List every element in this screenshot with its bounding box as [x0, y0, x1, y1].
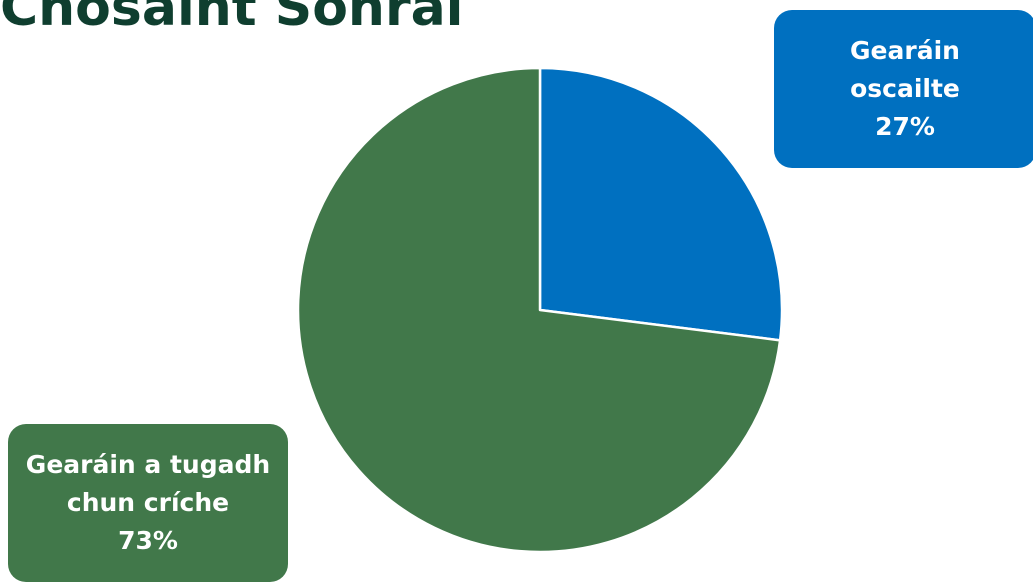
data-label-value: 73% — [118, 526, 178, 555]
data-label-gearain-a-tugadh-chun-criche: Gearáin a tugadh chun críche 73% — [8, 424, 288, 582]
data-label-value: 27% — [875, 112, 935, 141]
data-label-line: chun críche — [66, 488, 230, 517]
pie-slice-gearain-a-tugadh-chun-criche — [296, 66, 782, 554]
data-label-line: Gearáin a tugadh — [25, 450, 271, 479]
chart-title: Chosaint Sonraí — [0, 0, 464, 38]
pie-slice-gearain-oscailte — [538, 66, 784, 342]
data-label-line: Gearáin — [850, 36, 960, 65]
data-label-line: oscailte — [850, 74, 960, 103]
data-label-gearain-oscailte: Gearáin oscailte 27% — [774, 10, 1033, 168]
